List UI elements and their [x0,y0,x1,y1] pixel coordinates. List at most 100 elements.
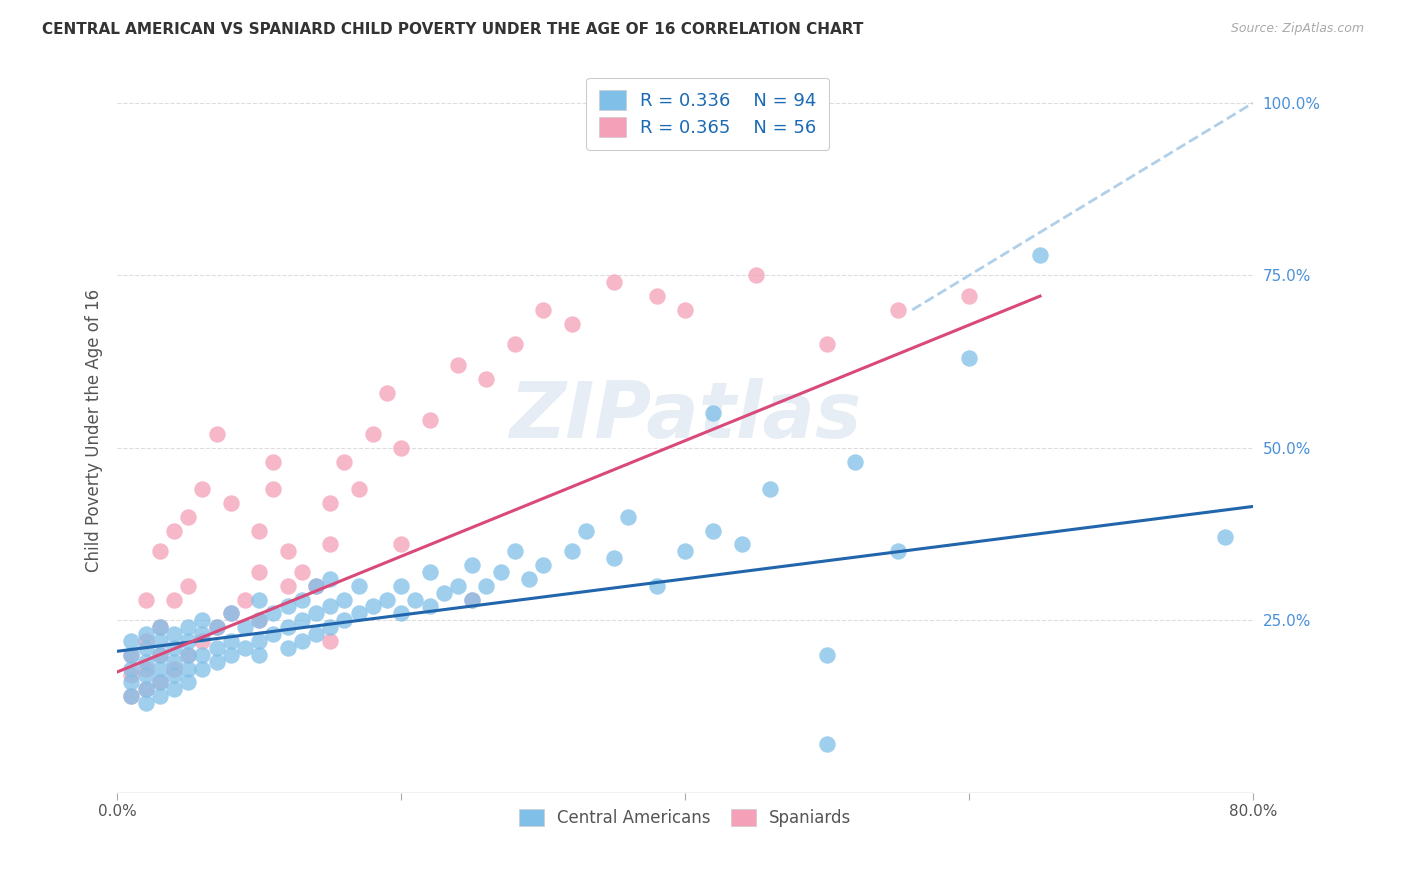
Point [404,592,426,607]
Text: CENTRAL AMERICAN VS SPANIARD CHILD POVERTY UNDER THE AGE OF 16 CORRELATION CHART: CENTRAL AMERICAN VS SPANIARD CHILD POVER… [42,22,863,37]
Point [887,302,910,317]
Point [305,579,328,593]
Point [135,661,157,675]
Point [163,661,186,675]
Point [135,634,157,648]
Point [319,599,342,614]
Point [815,648,838,662]
Point [247,613,270,627]
Point [262,627,284,641]
Point [957,351,980,366]
Point [887,544,910,558]
Point [361,599,384,614]
Point [177,620,200,634]
Point [291,565,314,579]
Point [177,648,200,662]
Point [247,648,270,662]
Point [347,579,370,593]
Point [347,482,370,496]
Point [418,565,440,579]
Point [177,675,200,690]
Point [205,620,228,634]
Point [163,655,186,669]
Point [305,607,328,621]
Point [219,634,242,648]
Point [135,682,157,697]
Point [177,634,200,648]
Point [247,565,270,579]
Point [731,537,754,551]
Point [389,441,412,455]
Point [149,648,172,662]
Point [191,482,214,496]
Point [461,558,484,572]
Point [361,427,384,442]
Point [163,640,186,655]
Point [575,524,598,538]
Point [277,640,299,655]
Point [149,620,172,634]
Point [418,599,440,614]
Point [291,592,314,607]
Point [247,592,270,607]
Point [120,689,142,703]
Point [191,627,214,641]
Point [319,572,342,586]
Point [262,482,284,496]
Point [120,648,142,662]
Point [503,337,526,351]
Y-axis label: Child Poverty Under the Age of 16: Child Poverty Under the Age of 16 [86,289,103,572]
Point [177,579,200,593]
Point [389,579,412,593]
Point [475,579,498,593]
Point [262,455,284,469]
Point [177,648,200,662]
Point [219,607,242,621]
Point [205,620,228,634]
Point [291,634,314,648]
Point [702,406,724,420]
Point [205,655,228,669]
Point [503,544,526,558]
Legend: Central Americans, Spaniards: Central Americans, Spaniards [510,800,859,835]
Point [120,634,142,648]
Point [489,565,512,579]
Point [759,482,782,496]
Point [233,620,256,634]
Point [617,509,640,524]
Point [247,524,270,538]
Point [163,524,186,538]
Point [375,592,398,607]
Point [461,592,484,607]
Point [433,585,456,599]
Text: Source: ZipAtlas.com: Source: ZipAtlas.com [1230,22,1364,36]
Point [120,689,142,703]
Point [291,613,314,627]
Point [191,634,214,648]
Point [191,613,214,627]
Point [815,738,838,752]
Point [135,668,157,682]
Point [205,640,228,655]
Point [163,682,186,697]
Point [120,675,142,690]
Point [277,599,299,614]
Point [135,682,157,697]
Text: ZIPatlas: ZIPatlas [509,378,862,454]
Point [163,592,186,607]
Point [815,337,838,351]
Point [389,607,412,621]
Point [233,592,256,607]
Point [191,661,214,675]
Point [120,648,142,662]
Point [149,544,172,558]
Point [645,289,668,303]
Point [673,544,696,558]
Point [603,275,626,289]
Point [447,579,470,593]
Point [135,592,157,607]
Point [319,496,342,510]
Point [745,268,768,283]
Point [277,620,299,634]
Point [645,579,668,593]
